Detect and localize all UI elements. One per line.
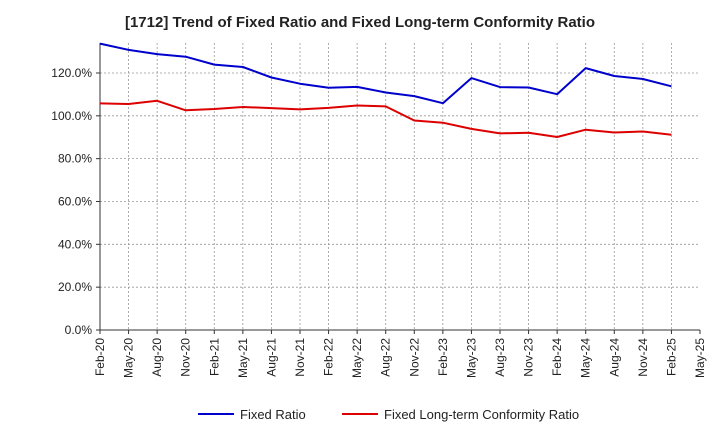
chart-title: [1712] Trend of Fixed Ratio and Fixed Lo… bbox=[124, 14, 596, 31]
y-tick-label: 120.0% bbox=[51, 66, 92, 80]
x-tick-label: Feb-24 bbox=[550, 338, 564, 376]
x-tick-label: Feb-23 bbox=[436, 338, 450, 376]
x-tick-label: Aug-23 bbox=[493, 338, 507, 377]
legend-label: Fixed Long-term Conformity Ratio bbox=[384, 407, 579, 422]
y-tick-label: 60.0% bbox=[58, 194, 92, 208]
x-tick-label: Aug-24 bbox=[607, 338, 621, 377]
series-line-fixed-long-term-conformity-ratio bbox=[99, 99, 672, 138]
x-tick-label: May-22 bbox=[350, 338, 364, 378]
x-tick-label: Feb-22 bbox=[322, 338, 336, 376]
y-tick-label: 80.0% bbox=[58, 152, 92, 166]
x-tick-label: May-20 bbox=[122, 338, 136, 378]
x-tick-label: Feb-21 bbox=[207, 338, 221, 376]
x-tick-label: Nov-24 bbox=[636, 338, 650, 377]
x-tick-label: May-23 bbox=[464, 338, 478, 378]
x-tick-label: Aug-21 bbox=[264, 338, 278, 377]
y-tick-label: 20.0% bbox=[58, 280, 92, 294]
x-tick-label: May-25 bbox=[693, 338, 707, 378]
series-line-fixed-ratio bbox=[99, 42, 672, 105]
x-tick-label: Nov-21 bbox=[293, 338, 307, 377]
x-tick-label: Nov-20 bbox=[179, 338, 193, 377]
x-tick-label: Aug-22 bbox=[379, 338, 393, 377]
y-tick-label: 100.0% bbox=[51, 109, 92, 123]
legend-label: Fixed Ratio bbox=[240, 407, 306, 422]
x-tick-label: Nov-23 bbox=[522, 338, 536, 377]
x-tick-label: May-24 bbox=[579, 338, 593, 378]
y-tick-label: 40.0% bbox=[58, 237, 92, 251]
x-tick-label: Nov-22 bbox=[407, 338, 421, 377]
x-tick-label: Aug-20 bbox=[150, 338, 164, 377]
x-tick-label: Feb-20 bbox=[93, 338, 107, 376]
x-tick-label: May-21 bbox=[236, 338, 250, 378]
y-tick-label: 0.0% bbox=[65, 323, 93, 337]
plot-background bbox=[100, 43, 700, 330]
x-tick-label: Feb-25 bbox=[664, 338, 678, 376]
